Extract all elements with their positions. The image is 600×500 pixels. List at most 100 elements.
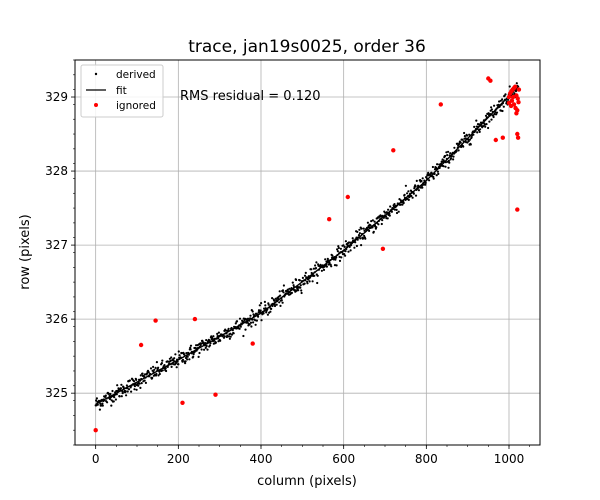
derived-point [192, 353, 195, 356]
derived-point [163, 364, 166, 367]
derived-point [242, 334, 245, 338]
derived-point [381, 219, 384, 222]
derived-point [380, 222, 383, 226]
x-tick-label: 600 [332, 452, 355, 466]
derived-point [417, 189, 420, 192]
derived-point [198, 345, 201, 348]
legend-box [80, 64, 164, 118]
derived-point [263, 300, 266, 303]
derived-point [235, 320, 239, 323]
derived-point [483, 123, 486, 126]
derived-point [267, 303, 270, 306]
derived-point [444, 165, 447, 168]
derived-point [281, 301, 284, 304]
derived-point [320, 269, 323, 272]
derived-point [360, 232, 364, 236]
derived-point [446, 154, 449, 157]
grid [75, 60, 540, 445]
derived-point [347, 250, 350, 253]
derived-point [484, 114, 488, 117]
derived-point [386, 217, 389, 220]
derived-point [348, 245, 351, 248]
derived-point [164, 367, 167, 370]
derived-point [227, 329, 230, 332]
derived-point [124, 390, 127, 393]
derived-point [480, 123, 483, 126]
derived-point [115, 393, 118, 396]
derived-point [431, 165, 434, 169]
derived-point [184, 360, 187, 363]
derived-point [288, 291, 291, 294]
derived-point [211, 337, 214, 340]
derived-point [105, 397, 108, 400]
derived-point [230, 333, 234, 336]
derived-point [456, 142, 459, 145]
derived-point [229, 332, 232, 335]
derived-point [346, 245, 349, 249]
derived-point [359, 237, 362, 240]
derived-point [334, 258, 337, 261]
derived-point [104, 394, 107, 397]
derived-point [407, 190, 410, 193]
derived-point [275, 303, 278, 306]
derived-point [139, 374, 142, 377]
derived-point [495, 111, 499, 114]
derived-point [447, 166, 450, 169]
derived-point [281, 289, 285, 292]
derived-point [407, 198, 410, 201]
ignored-point [345, 194, 350, 200]
derived-point [158, 372, 161, 376]
derived-point [421, 186, 424, 189]
derived-point [393, 203, 396, 206]
derived-point [278, 301, 281, 304]
derived-point [144, 381, 147, 384]
derived-point [213, 339, 216, 342]
legend-fit-label: fit [116, 85, 127, 97]
derived-point [460, 145, 463, 149]
legend-derived-label: derived [116, 69, 156, 81]
x-tick-label: 1000 [494, 452, 525, 466]
derived-point [161, 369, 164, 372]
derived-point [366, 228, 369, 231]
derived-point [274, 301, 277, 304]
derived-point [339, 247, 342, 250]
derived-point [152, 365, 155, 368]
derived-point [295, 278, 298, 282]
derived-point [404, 184, 407, 187]
derived-point [146, 372, 149, 375]
rms-annotation: RMS residual = 0.120 [180, 89, 321, 104]
derived-point [308, 280, 311, 283]
derived-point [266, 313, 269, 316]
derived-point [488, 120, 491, 123]
derived-point [474, 127, 477, 131]
derived-point [251, 310, 254, 313]
derived-point [392, 207, 395, 210]
derived-point [449, 152, 452, 155]
derived-point [95, 397, 98, 400]
ignored-point [138, 342, 144, 348]
derived-point [255, 319, 258, 322]
x-axis-label: column (pixels) [257, 474, 357, 489]
derived-point [345, 247, 348, 251]
derived-point [280, 297, 283, 300]
derived-point [508, 85, 511, 88]
derived-point [358, 228, 361, 231]
derived-point [486, 116, 489, 119]
y-tick-label: 329 [45, 90, 68, 104]
derived-point [337, 245, 340, 248]
derived-point [420, 179, 423, 183]
derived-point [137, 384, 140, 387]
derived-point [337, 246, 340, 250]
derived-point [373, 220, 376, 223]
derived-point [313, 271, 316, 274]
derived-point [244, 328, 247, 331]
derived-point [493, 104, 496, 107]
derived-point [116, 384, 119, 387]
derived-point [360, 227, 363, 230]
derived-point [238, 327, 241, 330]
derived-point [186, 358, 189, 361]
derived-point [165, 369, 168, 373]
derived-point [264, 307, 267, 310]
derived-point [96, 403, 99, 406]
derived-point [422, 183, 425, 186]
